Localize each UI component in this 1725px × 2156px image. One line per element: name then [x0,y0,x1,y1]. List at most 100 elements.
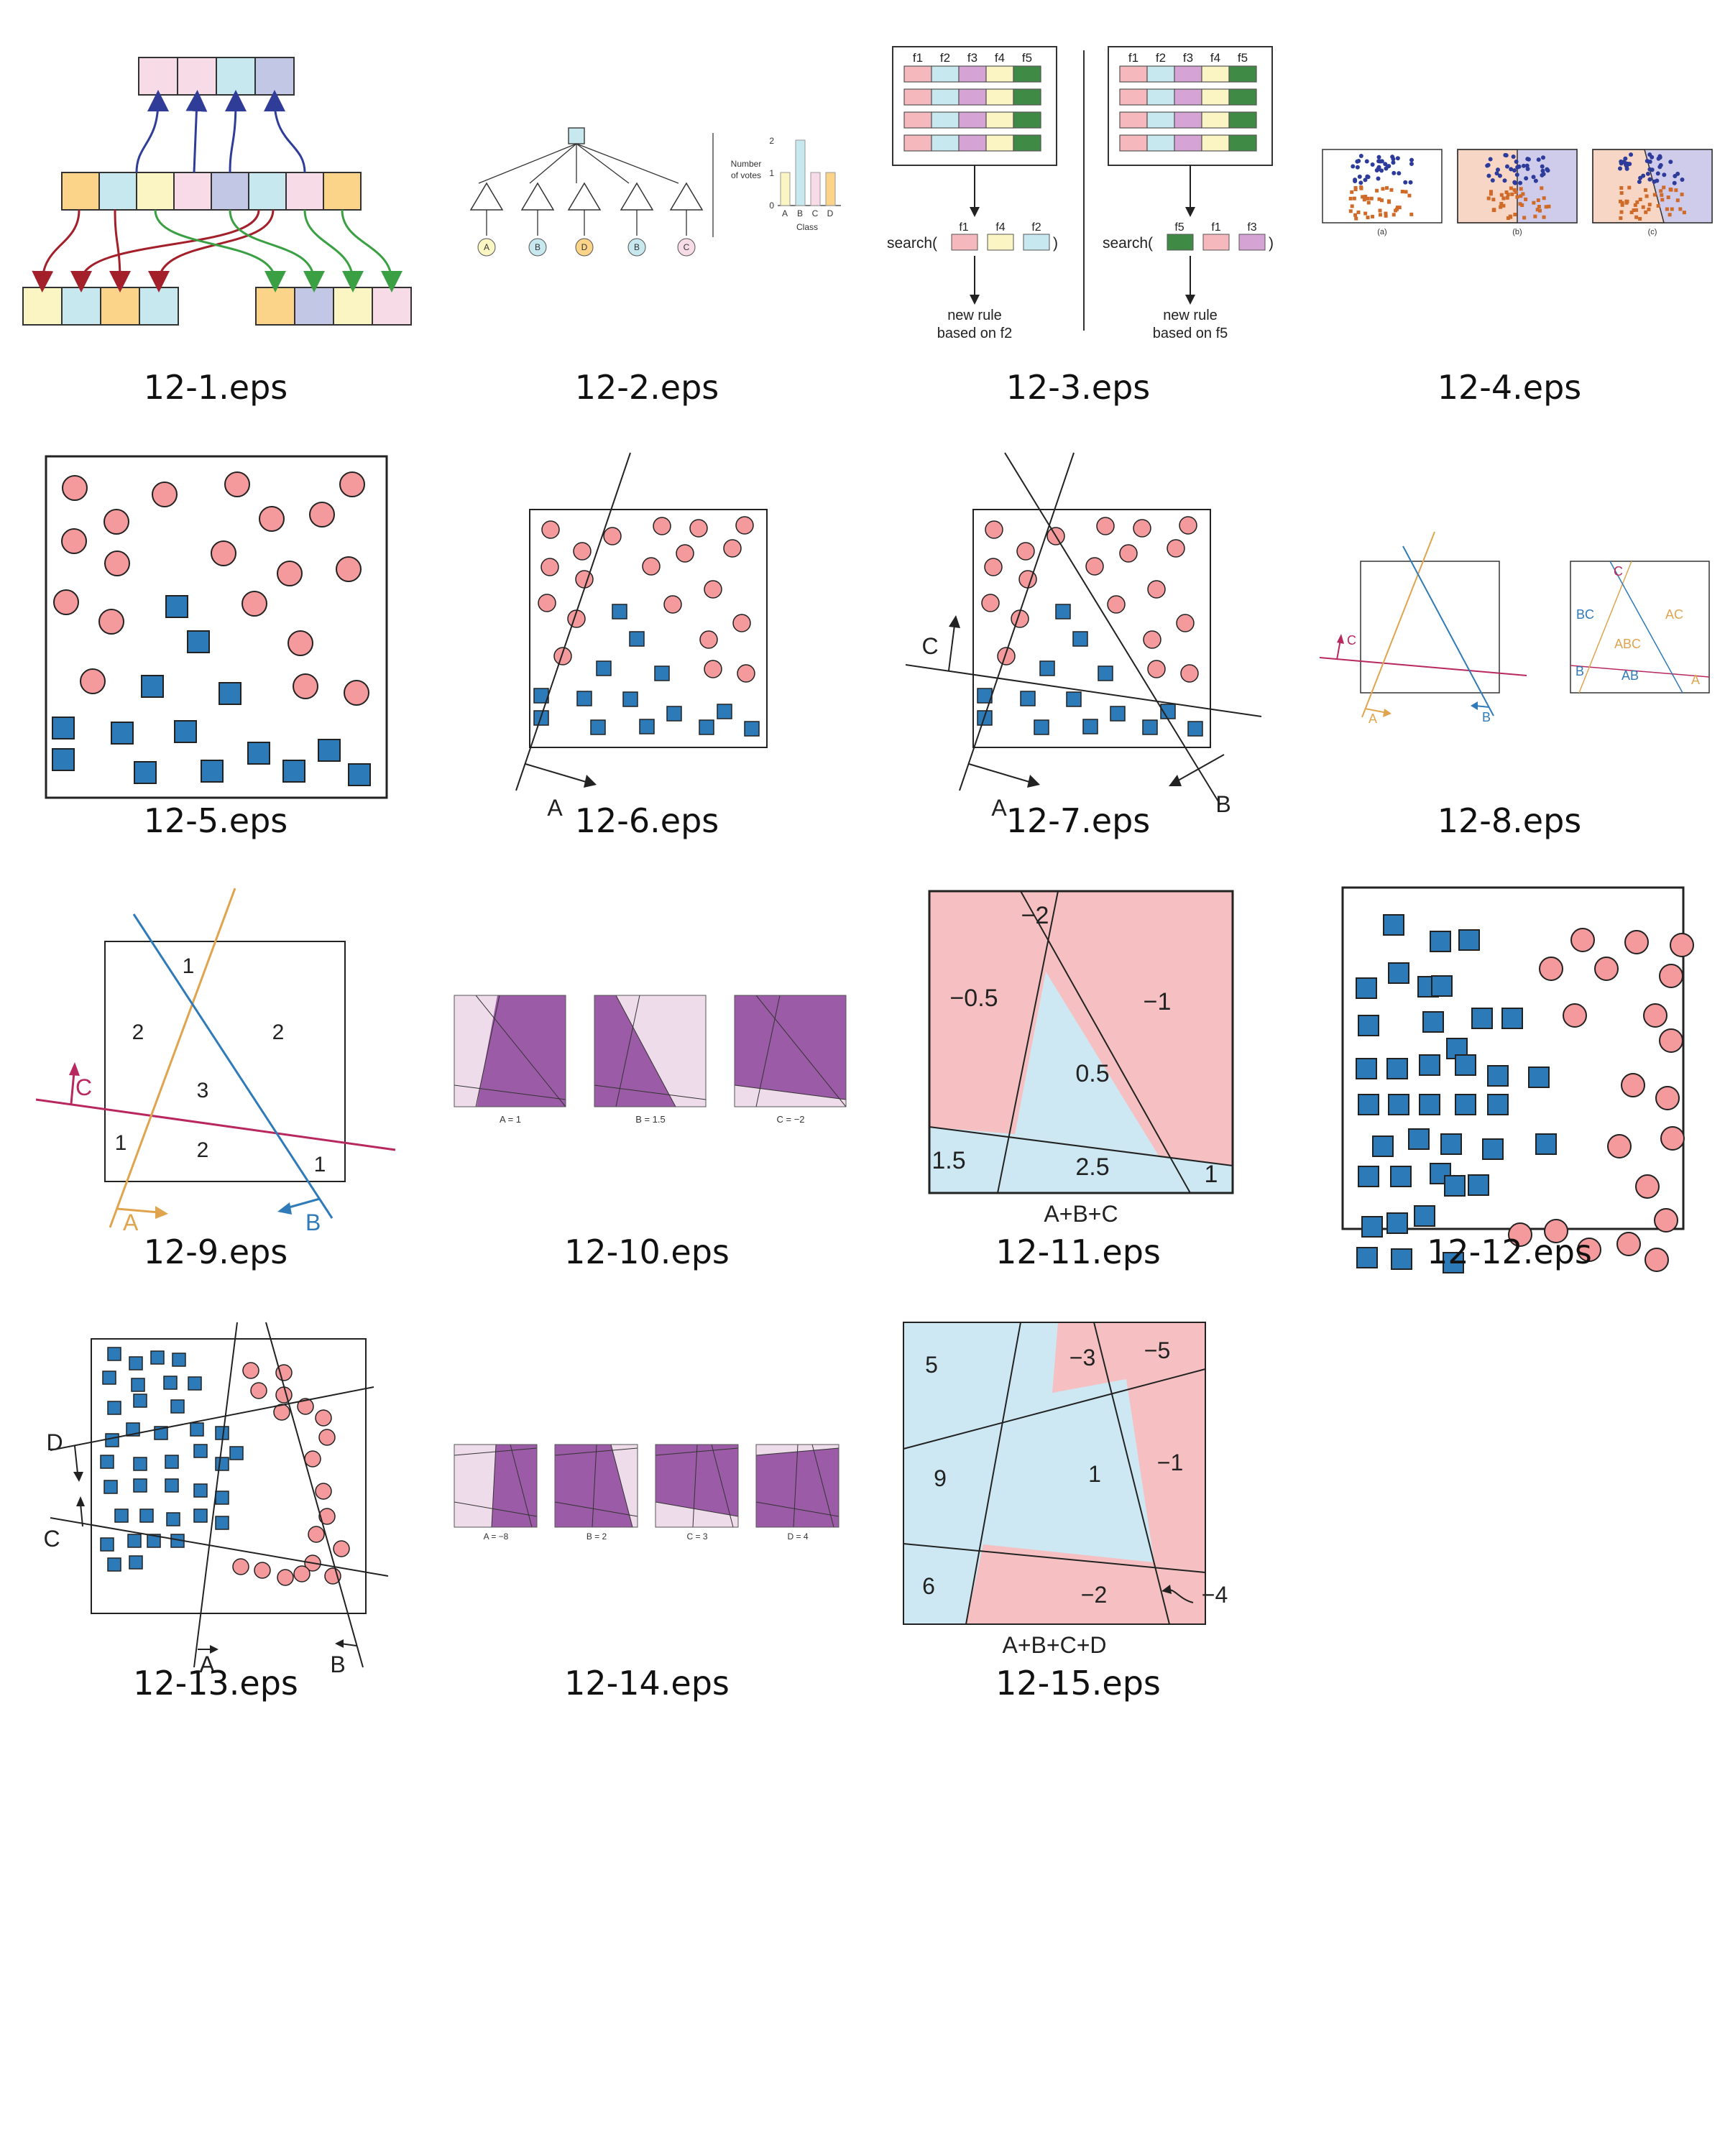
dot-orange [1381,187,1385,191]
dot-orange [1377,197,1381,201]
dot-blue [1497,173,1502,178]
dot-blue [1378,159,1383,164]
dot-orange [1521,192,1525,196]
three-split-diagram: A B C [905,452,1262,821]
dot-blue [1515,165,1520,170]
dot-blue [1637,179,1642,184]
dot-orange [1352,196,1356,201]
caption-12-7: 12-7.eps [1006,801,1151,840]
panel-label: (a) [1377,228,1386,236]
region-count: 3 [197,1079,209,1102]
circle-point [273,1404,290,1421]
score-label: −3 [1070,1345,1095,1370]
dot-blue [1518,180,1523,185]
right-panel: f1 f2 f3 f4 f5 search( f5 f1 f3 ) new ru… [1103,46,1274,341]
dot-orange [1389,188,1394,192]
circle-point [318,1508,336,1525]
dot-blue [1675,171,1680,176]
leaf-b2 [627,238,646,257]
dot-orange [1620,201,1624,205]
circle-point [254,1562,271,1579]
square-point [163,1376,178,1390]
top-row [138,57,295,96]
panel-b [554,1444,638,1528]
dot-blue [1357,174,1362,179]
dot-blue [1397,171,1402,176]
square-point [1455,1054,1476,1076]
dot-orange [1375,188,1379,193]
caption-12-11: 12-11.eps [995,1233,1161,1271]
dot-blue [1652,179,1657,184]
figure-12-10: A = 1 B = 1.5 C = −2 12-10.eps [431,862,862,1294]
bottom-rows [22,287,412,326]
dot-blue [1641,173,1646,178]
split-line-a [515,452,631,791]
square-point [1419,1054,1440,1076]
dot-blue [1513,180,1518,185]
line-label: C [43,1526,60,1552]
search-arg: f1 [1211,221,1220,234]
scatter-classes [45,455,388,799]
square-point [188,1376,202,1391]
dot-blue [1504,153,1509,158]
dot-blue [1365,174,1370,179]
circle-point [315,1483,332,1500]
square-point [165,1478,179,1493]
square-class [1356,914,1557,1273]
caption-12-9: 12-9.eps [143,1233,288,1271]
feature-header: f4 [1210,51,1220,65]
weight-label: D = 4 [787,1531,808,1542]
ensemble-vote-diagram: A B D B C Number of votes 0 1 2 A B C D … [469,127,841,257]
figure-12-11: −2 −0.5 −1 0.5 1.5 2.5 1 A+B+C 12-11.eps [862,862,1294,1294]
dot-orange [1518,202,1522,206]
circle-point [277,1569,294,1586]
circle-point [1659,964,1683,988]
dot-blue [1376,165,1381,170]
figure-12-8: C A B C BC AC ABC B AB A 12-8.eps [1294,431,1725,862]
circle-point [275,1386,293,1404]
dot-blue [1485,163,1490,168]
weight-label: A = −8 [484,1531,509,1542]
rule-label: new rule [1163,308,1218,323]
search-arg: f2 [1031,221,1041,234]
square-point [150,1350,165,1365]
square-point [102,1370,116,1385]
dot-orange [1356,210,1361,214]
dot-orange [1619,210,1624,214]
square-point [1471,1008,1493,1029]
dot-orange [1647,203,1652,207]
square-point [1444,1175,1466,1197]
negative-region [1052,1322,1205,1572]
dot-blue [1488,157,1493,162]
dot-orange [1632,208,1636,213]
square-point [133,1457,147,1471]
square-point [107,1557,121,1572]
square-point [1487,1065,1509,1087]
dot-orange [1665,207,1669,211]
subtrees [469,182,704,211]
plot-frame [903,1322,1206,1625]
dot-blue [1531,175,1536,180]
dot-orange [1660,193,1664,197]
square-point [100,1537,114,1552]
circle-point [1563,1003,1587,1028]
square-class [100,1347,244,1572]
square-point [126,1422,140,1437]
dot-orange [1666,195,1670,200]
line-c [35,1098,396,1151]
square-point [1388,1094,1409,1115]
square-point [1440,1133,1462,1155]
dot-orange [1624,201,1629,205]
dot-blue [1540,172,1545,178]
square-point [104,1480,118,1494]
circle-class [1508,928,1694,1272]
vote-bar-b [795,139,806,206]
circle-point [304,1450,321,1468]
dot-blue [1533,178,1538,183]
circle-point [1577,1238,1601,1262]
dot-orange [1400,190,1404,194]
square-point [190,1422,204,1437]
score-label: 2.5 [1075,1153,1109,1181]
root-node [568,127,585,144]
dot-orange [1392,213,1396,217]
